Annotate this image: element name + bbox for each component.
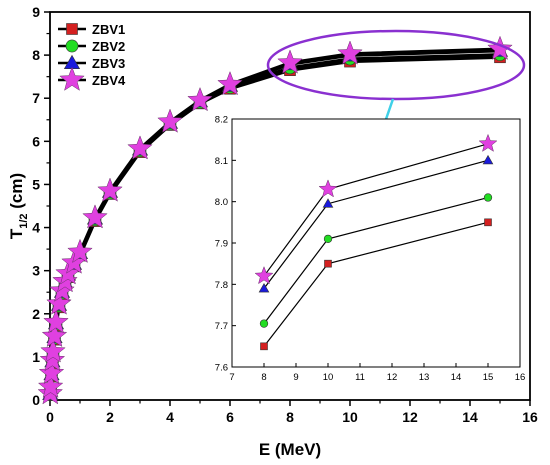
inset-x-tick-label: 8: [261, 372, 266, 383]
data-point-zbv4: [487, 35, 513, 60]
inset-x-tick-label: 16: [515, 372, 526, 383]
inset-x-tick-label: 9: [293, 372, 298, 383]
inset-y-tick-label: 8.1: [215, 156, 228, 167]
inset-data-point-zbv1: [260, 342, 268, 351]
inset-data-point-zbv3: [482, 154, 494, 165]
inset-y-tick-label: 7.8: [215, 280, 228, 291]
data-point-zbv4: [97, 177, 123, 202]
x-axis-label: E (MeV): [259, 440, 321, 459]
inset-frame: [231, 118, 521, 368]
y-tick-label: 8: [32, 47, 40, 63]
y-tick-label: 1: [32, 349, 40, 365]
x-tick-label: 16: [522, 409, 538, 425]
x-tick-label: 2: [106, 409, 114, 425]
inset-data-point-zbv3: [258, 283, 270, 293]
data-point-zbv4: [127, 135, 153, 160]
inset-data-point-zbv1: [484, 218, 492, 227]
inset-data-point-zbv1: [324, 259, 332, 268]
inset-x-tick-label: 15: [483, 372, 494, 383]
x-tick-label: 0: [46, 409, 54, 425]
y-tick-label: 5: [32, 176, 40, 192]
y-axis-label-main: T: [7, 228, 26, 239]
y-axis-label: T1/2 (cm): [7, 173, 30, 239]
y-axis-label-unit: (cm): [7, 173, 26, 214]
legend-label-zbv1: ZBV1: [92, 22, 125, 37]
data-point-zbv4: [43, 308, 69, 334]
legend: ZBV1 ZBV2 ZBV3 ZBV4: [58, 22, 126, 91]
x-tick-label: 8: [286, 409, 294, 425]
y-tick-label: 6: [32, 133, 40, 149]
inset-x-tick-label: 12: [387, 372, 398, 383]
inset-data-point-zbv2: [259, 319, 269, 328]
inset-x-tick-label: 7: [229, 372, 234, 383]
data-point-zbv4: [67, 238, 93, 264]
legend-label-zbv4: ZBV4: [92, 73, 126, 88]
data-point-zbv4: [41, 322, 68, 348]
legend-marker-zbv2: [65, 39, 79, 53]
inset-x-tick-label: 13: [419, 372, 430, 383]
y-tick-label: 0: [32, 392, 40, 408]
data-point-zbv4: [38, 359, 65, 385]
inset-y-tick-label: 7.9: [215, 239, 228, 250]
data-point-zbv4: [82, 204, 108, 229]
data-point-zbv4: [39, 346, 66, 372]
inset-data-point-zbv4: [318, 179, 338, 198]
inset-x-tick-label: 10: [323, 372, 334, 383]
x-tick-label: 4: [166, 409, 174, 425]
inset-data-point-zbv4: [254, 266, 274, 285]
legend-label-zbv3: ZBV3: [92, 56, 125, 71]
data-point-zbv4: [37, 373, 64, 398]
data-point-zbv4: [157, 108, 183, 133]
legend-marker-zbv4: [59, 66, 85, 91]
data-point-zbv4: [217, 70, 243, 96]
y-tick-label: 3: [32, 263, 40, 279]
legend-marker-zbv1: [66, 23, 78, 35]
inset-plot: 7 8 9 10 11 12 13 14 15 16 7.6 7.7 7.8 7.9 8.0 8.1 8.2: [215, 115, 526, 384]
x-tick-label: 10: [342, 409, 358, 425]
y-axis-label-subscript: 1/2: [18, 213, 30, 228]
inset-data-point-zbv2: [483, 193, 493, 202]
inset-x-tick-label: 11: [355, 372, 365, 383]
x-tick-label: 14: [462, 409, 478, 425]
highlight-ellipse: [266, 29, 526, 101]
inset-y-tick-label: 7.6: [215, 363, 228, 374]
data-point-zbv4: [337, 40, 363, 65]
data-point-zbv4: [40, 338, 66, 363]
inset-data-point-zbv2: [323, 234, 333, 244]
legend-label-zbv2: ZBV2: [92, 39, 125, 54]
y-tick-label: 7: [32, 90, 40, 106]
y-tick-label: 9: [32, 4, 40, 20]
inset-data-point-zbv3: [322, 198, 334, 208]
inset-y-tick-label: 7.7: [215, 321, 228, 332]
x-tick-label: 12: [402, 409, 418, 425]
y-tick-label: 4: [32, 220, 40, 236]
inset-y-tick-label: 8.2: [215, 115, 228, 126]
y-tick-label: 2: [32, 306, 40, 322]
data-point-zbv4: [187, 86, 213, 112]
x-tick-label: 6: [226, 409, 234, 425]
data-point-zbv4: [277, 49, 303, 74]
inset-x-tick-label: 14: [451, 372, 462, 383]
inset-data-point-zbv4: [478, 133, 498, 152]
inset-y-tick-label: 8.0: [215, 197, 228, 208]
